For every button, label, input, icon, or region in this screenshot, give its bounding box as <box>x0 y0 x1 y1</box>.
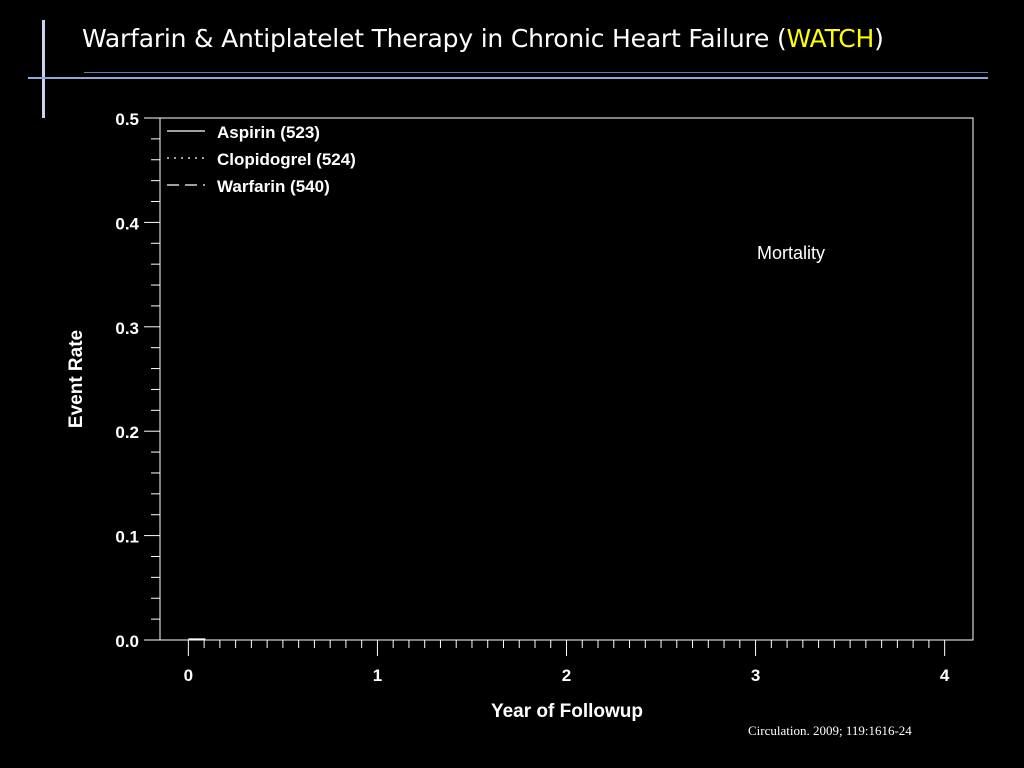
x-tick-label: 0 <box>184 666 193 685</box>
title-highlight: WATCH <box>786 24 875 53</box>
y-tick-label: 0.2 <box>115 423 139 442</box>
mortality-annotation: Mortality <box>757 243 825 263</box>
y-axis: 0.0 0.1 0.2 0.3 0.4 0.5 <box>115 110 160 651</box>
x-tick-label: 2 <box>562 666 571 685</box>
x-axis-label: Year of Followup <box>491 701 643 722</box>
x-tick-label: 3 <box>751 666 760 685</box>
y-tick-label: 0.1 <box>115 528 139 547</box>
y-tick-label: 0.3 <box>115 319 139 338</box>
plot-frame <box>159 117 974 641</box>
y-axis-label: Event Rate <box>66 330 87 428</box>
y-tick-label: 0.4 <box>115 214 139 233</box>
legend-label: Clopidogrel (524) <box>217 150 356 169</box>
title-suffix: ) <box>874 24 884 53</box>
citation: Circulation. 2009; 119:1616-24 <box>748 723 912 738</box>
legend-label: Warfarin (540) <box>217 177 330 196</box>
title-text: Warfarin & Antiplatelet Therapy in Chron… <box>82 24 787 53</box>
slide-title: Warfarin & Antiplatelet Therapy in Chron… <box>82 24 884 53</box>
legend: Aspirin (523) Clopidogrel (524) Warfarin (… <box>167 123 356 196</box>
accent-vertical-bar <box>42 20 45 118</box>
y-tick-label: 0.5 <box>115 110 139 129</box>
accent-horizontal-bar <box>28 77 988 79</box>
x-tick-label: 4 <box>940 666 950 685</box>
x-axis: 0 1 2 3 4 <box>184 640 950 685</box>
y-tick-label: 0.0 <box>115 632 139 651</box>
accent-horizontal-bar-thin <box>84 72 988 73</box>
legend-label: Aspirin (523) <box>217 123 320 142</box>
x-tick-label: 1 <box>373 666 382 685</box>
